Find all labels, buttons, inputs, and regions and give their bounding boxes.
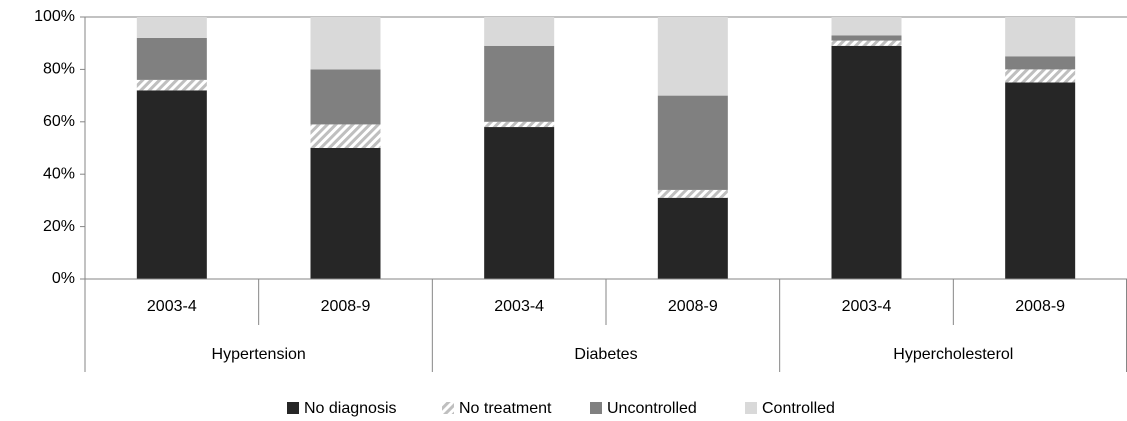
bar-segment (1005, 17, 1076, 57)
x-tick-label: 2008-9 (321, 298, 371, 315)
legend-swatch (442, 402, 454, 414)
bar-segment (136, 79, 207, 91)
y-tick-label: 20% (43, 218, 75, 235)
bar-segment (484, 121, 555, 128)
bar-segment (310, 148, 381, 279)
x-tick-label: 2003-4 (842, 298, 892, 315)
legend-label: Controlled (762, 400, 835, 417)
bar-segment (831, 40, 902, 46)
bar-segment (657, 95, 728, 190)
x-tick-label: 2008-9 (668, 298, 718, 315)
x-tick-label: 2008-9 (1015, 298, 1065, 315)
y-tick-label: 60% (43, 113, 75, 130)
bar-segment (831, 35, 902, 41)
bar-segment (484, 45, 555, 122)
bar-segment (1005, 69, 1076, 83)
bar-segment (136, 37, 207, 80)
bar-segment (1005, 56, 1076, 70)
bar-segment (484, 17, 555, 46)
x-tick-label: 2003-4 (494, 298, 544, 315)
bar-segment (657, 197, 728, 279)
group-label: Hypertension (212, 346, 306, 363)
legend-swatch (590, 402, 602, 414)
y-tick-label: 40% (43, 165, 75, 182)
bar-segment (831, 45, 902, 279)
group-label: Diabetes (574, 346, 637, 363)
bar-segment (1005, 82, 1076, 279)
bar-segment (310, 124, 381, 148)
y-tick-label: 100% (34, 8, 75, 25)
legend-label: No diagnosis (304, 400, 397, 417)
legend-swatch (287, 402, 299, 414)
legend-label: No treatment (459, 400, 552, 417)
y-tick-label: 0% (52, 270, 75, 287)
bar-segment (657, 189, 728, 198)
bar-segment (484, 127, 555, 279)
legend-label: Uncontrolled (607, 400, 697, 417)
bar-segment (310, 17, 381, 70)
legend-swatch (745, 402, 757, 414)
group-label: Hypercholesterol (893, 346, 1013, 363)
x-tick-label: 2003-4 (147, 298, 197, 315)
bar-segment (310, 69, 381, 125)
bar-segment (657, 17, 728, 96)
bar-segment (136, 90, 207, 279)
bar-segment (136, 17, 207, 38)
bar-segment (831, 17, 902, 36)
y-tick-label: 80% (43, 61, 75, 78)
